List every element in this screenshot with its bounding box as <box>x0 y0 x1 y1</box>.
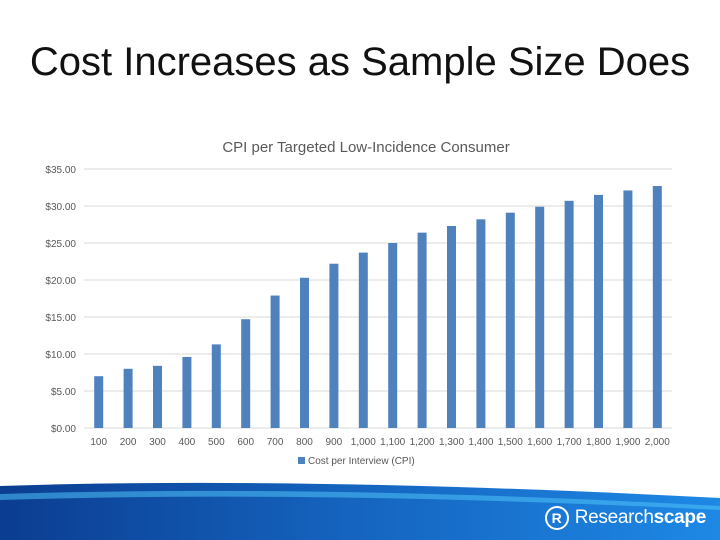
y-tick-label: $35.00 <box>45 165 76 176</box>
bar <box>182 356 192 428</box>
x-tick-label: 1,500 <box>498 437 523 448</box>
bar <box>153 365 162 428</box>
x-tick-label: 600 <box>237 437 254 448</box>
bar <box>388 243 398 428</box>
bar <box>623 190 633 428</box>
x-tick-label: 1,400 <box>468 437 493 448</box>
y-tick-label: $10.00 <box>45 350 76 361</box>
slide-title: Cost Increases as Sample Size Does <box>29 40 691 84</box>
x-axis-ticks: 100 200 300 400 500 600 700 800 900 1,000 1,100 1,2… <box>90 437 670 448</box>
y-tick-label: $5.00 <box>51 387 76 398</box>
x-tick-label: 1,900 <box>615 437 640 448</box>
bar <box>476 219 486 428</box>
x-tick-label: 300 <box>149 437 166 448</box>
x-tick-label: 1,100 <box>380 437 405 448</box>
y-tick-label: $15.00 <box>45 313 76 324</box>
x-tick-label: 1,600 <box>527 437 552 448</box>
brand-logo: R Researchscape <box>544 504 707 532</box>
bar <box>505 212 515 428</box>
bar <box>594 194 603 428</box>
bar <box>358 252 368 428</box>
x-tick-label: 800 <box>296 437 313 448</box>
bar <box>652 186 662 428</box>
x-tick-label: 100 <box>90 437 107 448</box>
brand-name-light: Research <box>574 507 654 528</box>
gridlines <box>84 168 672 429</box>
footer-band <box>0 482 720 540</box>
y-tick-label: $25.00 <box>45 239 76 250</box>
x-tick-label: 400 <box>179 437 196 448</box>
bar <box>270 295 280 428</box>
bar <box>211 344 221 428</box>
chart-title: CPI per Targeted Low-Incidence Consumer <box>222 139 509 156</box>
bar <box>417 232 427 428</box>
bar <box>329 263 339 428</box>
x-tick-label: 2,000 <box>645 437 670 448</box>
chart: CPI per Targeted Low-Incidence Consumer … <box>0 130 720 490</box>
legend: Cost per Interview (CPI) <box>298 456 415 467</box>
x-tick-label: 1,700 <box>557 437 582 448</box>
x-tick-label: 200 <box>120 437 137 448</box>
bar <box>94 376 104 428</box>
bar-chart-svg: CPI per Targeted Low-Incidence Consumer … <box>45 139 672 467</box>
bar <box>564 200 574 428</box>
y-tick-label: $0.00 <box>51 424 76 435</box>
x-tick-label: 500 <box>208 437 225 448</box>
bars <box>94 186 662 428</box>
x-tick-label: 700 <box>267 437 284 448</box>
researchscape-logo-icon: R <box>544 506 569 530</box>
bar <box>447 225 456 428</box>
legend-swatch <box>298 457 305 464</box>
x-tick-label: 1,300 <box>439 437 464 448</box>
x-tick-label: 900 <box>326 437 343 448</box>
x-tick-label: 1,800 <box>586 437 611 448</box>
bar <box>123 368 133 428</box>
bar <box>535 206 545 428</box>
x-tick-label: 1,200 <box>410 437 435 448</box>
brand-name-bold: scape <box>653 507 707 528</box>
legend-label: Cost per Interview (CPI) <box>308 456 415 467</box>
brand-name: Researchscape <box>574 507 707 529</box>
y-tick-label: $20.00 <box>45 276 76 287</box>
y-tick-label: $30.00 <box>45 202 76 213</box>
bar <box>300 277 309 428</box>
bar <box>241 319 251 428</box>
x-tick-label: 1,000 <box>351 437 376 448</box>
y-axis-ticks: $0.00 $5.00 $10.00 $15.00 $20.00 $25.00 $30.00… <box>45 165 76 435</box>
